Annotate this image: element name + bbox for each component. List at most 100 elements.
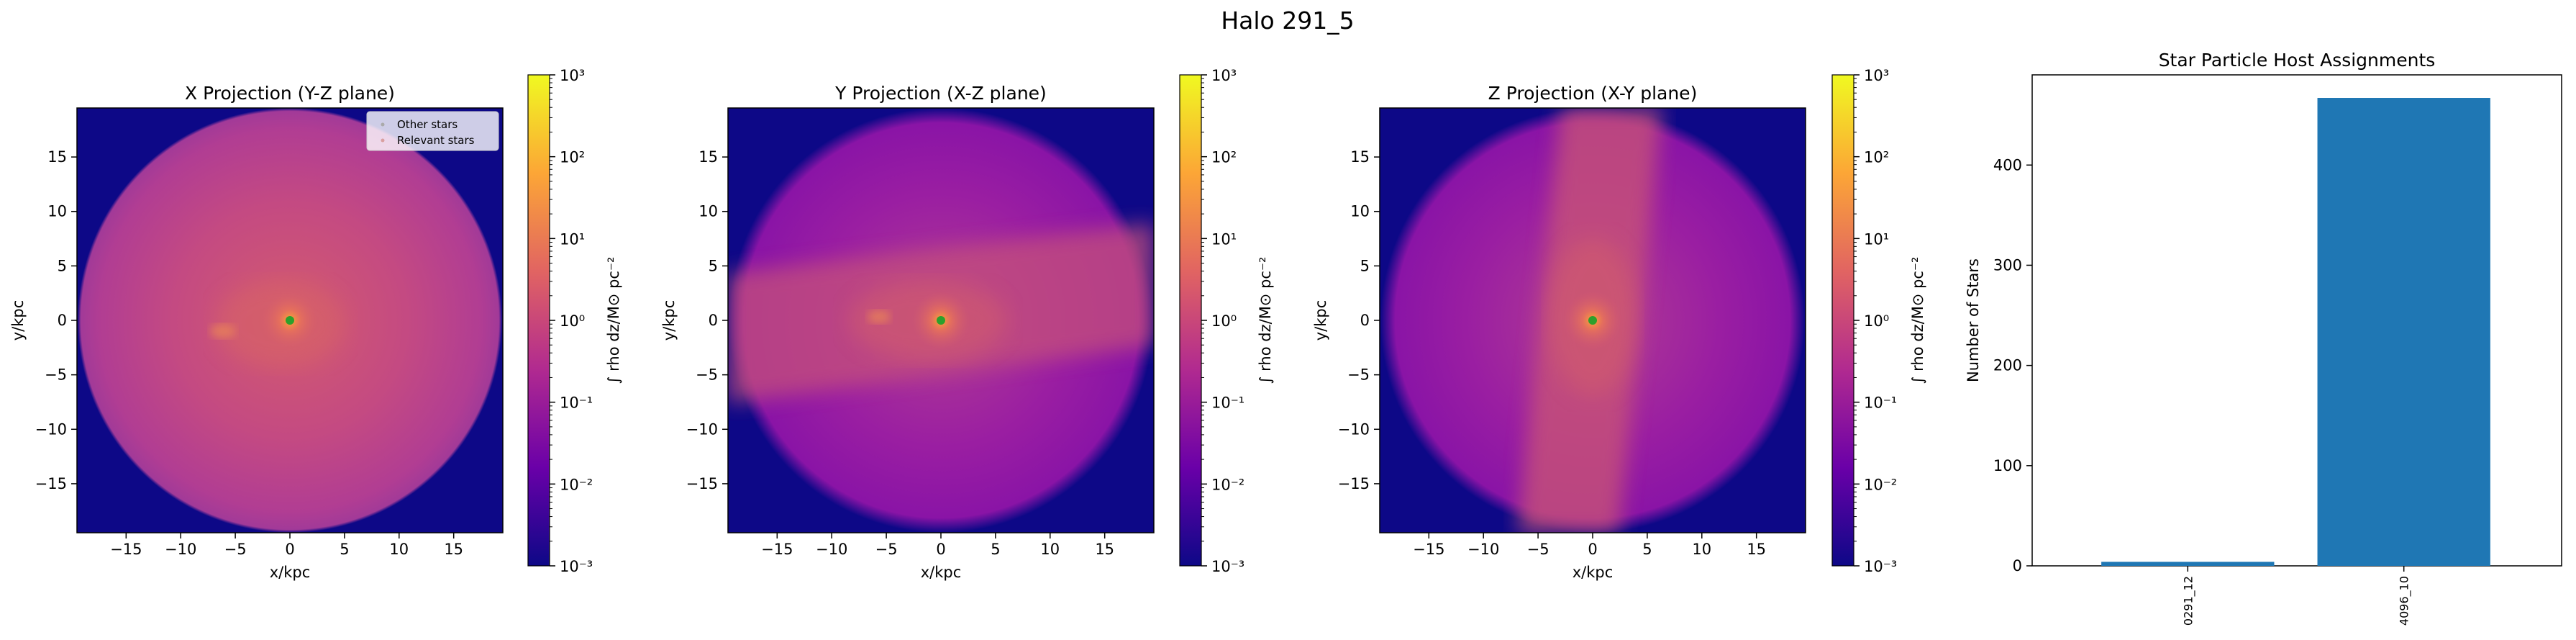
x-tick-label: 0 — [1588, 541, 1597, 558]
y-tick-label: 15 — [1350, 148, 1370, 166]
y-tick-label: 10 — [47, 203, 67, 220]
x-tick-label: 0 — [285, 541, 294, 558]
colorbar-tick-label: 10¹ — [560, 230, 585, 248]
x-tick-label: −15 — [761, 541, 793, 558]
y-axis-label: y/kpc — [9, 300, 27, 341]
legend-marker-relevant-stars — [381, 138, 385, 143]
colorbar-gradient — [1179, 74, 1202, 567]
colorbar-label: ∫ rho dz/M⊙ pc⁻² — [1257, 257, 1274, 384]
colorbar-tick-label: 10⁻¹ — [560, 395, 593, 412]
y-ticks: 15 10 5 0 −5 −10 −15 — [1338, 148, 1380, 492]
x-tick-label: 10 — [1692, 541, 1711, 558]
colorbar-tick-label: 10⁻¹ — [1211, 395, 1244, 412]
x-tick-label: 4096_10 — [2398, 576, 2412, 626]
halo-center-marker — [286, 316, 294, 325]
colorbar-tick-label: 10¹ — [1211, 230, 1237, 248]
colorbar-tick-label: 10² — [1211, 149, 1237, 166]
colorbar-ticks: 10³ 10² 10¹ 10⁰ 10⁻¹ 10⁻² 10⁻³ — [550, 67, 593, 575]
bar-chart-title: Star Particle Host Assignments — [2159, 50, 2436, 71]
panel-title: Z Projection (X-Y plane) — [1488, 83, 1698, 104]
bar-chart-panel: Star Particle Host Assignments 0291_12 40… — [1965, 50, 2562, 626]
x-tick-label: −5 — [224, 541, 247, 558]
figure-title: Halo 291_5 — [1221, 6, 1354, 35]
y-tick-label: 10 — [1350, 203, 1370, 220]
y-axis-label: y/kpc — [660, 300, 678, 341]
colorbar-tick-label: 10⁻³ — [1864, 558, 1897, 575]
x-axis-label: x/kpc — [270, 564, 311, 581]
x-tick-label: 5 — [1642, 541, 1652, 558]
colorbar-y: 10³ 10² 10¹ 10⁰ 10⁻¹ 10⁻² 10⁻³ ∫ rho dz/M⊙ pc⁻… — [1179, 67, 1274, 575]
colorbar-tick-label: 10² — [1864, 149, 1889, 166]
legend-label-relevant-stars: Relevant stars — [397, 134, 475, 147]
halo-center-marker — [937, 316, 945, 325]
y-tick-label: 300 — [1993, 256, 2022, 274]
legend-label-other-stars: Other stars — [397, 118, 458, 131]
colorbar-tick-label: 10⁻³ — [1211, 558, 1244, 575]
y-tick-label: −5 — [45, 366, 67, 384]
projection-panel-y: Y Projection (X-Z plane) −15 −10 −5 0 5 10 15 … — [660, 83, 1155, 581]
x-tick-label: 10 — [1040, 541, 1060, 558]
colorbar-gradient — [527, 74, 550, 567]
projection-panel-x: Other stars Relevant stars X Projection … — [9, 83, 504, 581]
colorbar-tick-label: 10⁻³ — [560, 558, 593, 575]
y-tick-label: −10 — [1338, 420, 1370, 438]
y-tick-label: −15 — [686, 475, 718, 492]
colorbar-x: 10³ 10² 10¹ 10⁰ 10⁻¹ 10⁻² 10⁻³ ∫ rho dz/M⊙ pc⁻… — [527, 67, 622, 575]
colorbar-gradient — [1831, 74, 1854, 567]
x-axis-label: x/kpc — [1573, 564, 1614, 581]
y-ticks: 15 10 5 0 −5 −10 −15 — [35, 148, 77, 492]
y-tick-label: −5 — [696, 366, 718, 384]
y-tick-label: 400 — [1993, 156, 2022, 173]
y-tick-label: −5 — [1347, 366, 1370, 384]
y-tick-label: −15 — [35, 475, 67, 492]
x-tick-label: −5 — [875, 541, 898, 558]
y-ticks: 15 10 5 0 −5 −10 −15 — [686, 148, 728, 492]
colorbar-tick-label: 10² — [560, 149, 585, 166]
plot-frame — [2031, 74, 2562, 567]
x-tick-label: 15 — [1095, 541, 1114, 558]
panel-title: Y Projection (X-Z plane) — [834, 83, 1047, 104]
colorbar-tick-label: 10³ — [1864, 67, 1889, 84]
x-tick-label: 5 — [340, 541, 349, 558]
colorbar-ticks: 10³ 10² 10¹ 10⁰ 10⁻¹ 10⁻² 10⁻³ — [1201, 67, 1244, 575]
y-tick-label: 5 — [709, 257, 718, 274]
x-tick-label: 0291_12 — [2181, 576, 2195, 626]
y-tick-label: −15 — [1338, 475, 1370, 492]
x-ticks: −15 −10 −5 0 5 10 15 — [110, 533, 463, 558]
x-tick-label: 0 — [936, 541, 945, 558]
colorbar-z: 10³ 10² 10¹ 10⁰ 10⁻¹ 10⁻² 10⁻³ ∫ rho dz/M⊙ pc⁻… — [1831, 67, 1926, 575]
colorbar-tick-label: 10⁻¹ — [1864, 395, 1897, 412]
x-axis-label: x/kpc — [921, 564, 962, 581]
colorbar-tick-label: 10⁻² — [560, 476, 593, 493]
x-tick-label: −15 — [1413, 541, 1444, 558]
y-tick-label: 0 — [2013, 557, 2022, 574]
bar-marks: 0291_12 4096_10 0 100 200 300 400 — [1993, 98, 2490, 626]
x-tick-label: 5 — [991, 541, 1000, 558]
y-axis-label: y/kpc — [1312, 300, 1329, 341]
legend-marker-other-stars — [381, 122, 385, 127]
y-tick-label: 200 — [1993, 357, 2022, 374]
x-tick-label: 10 — [389, 541, 409, 558]
y-tick-label: 10 — [698, 203, 718, 220]
x-tick-label: −10 — [165, 541, 196, 558]
bar-0291_12 — [2101, 562, 2275, 566]
y-tick-label: 5 — [58, 257, 67, 274]
x-tick-label: −5 — [1527, 541, 1549, 558]
colorbar-label: ∫ rho dz/M⊙ pc⁻² — [1909, 257, 1926, 384]
y-tick-label: 0 — [709, 312, 718, 329]
x-tick-label: −10 — [1467, 541, 1499, 558]
y-tick-label: −10 — [686, 420, 718, 438]
colorbar-tick-label: 10⁻² — [1211, 476, 1244, 493]
y-tick-label: −10 — [35, 420, 67, 438]
y-tick-label: 15 — [47, 148, 67, 166]
colorbar-tick-label: 10¹ — [1864, 230, 1889, 248]
colorbar-ticks: 10³ 10² 10¹ 10⁰ 10⁻¹ 10⁻² 10⁻³ — [1854, 67, 1897, 575]
x-tick-label: 15 — [1747, 541, 1766, 558]
colorbar-tick-label: 10⁻² — [1864, 476, 1897, 493]
projection-panel-z: Z Projection (X-Y plane) −15 −10 −5 0 5 10 15 … — [1312, 83, 1806, 581]
y-tick-label: 0 — [1360, 312, 1370, 329]
bar-4096_10 — [2317, 98, 2490, 567]
colorbar-tick-label: 10⁰ — [1864, 312, 1889, 330]
y-tick-label: 100 — [1993, 457, 2022, 474]
colorbar-tick-label: 10⁰ — [560, 312, 585, 330]
